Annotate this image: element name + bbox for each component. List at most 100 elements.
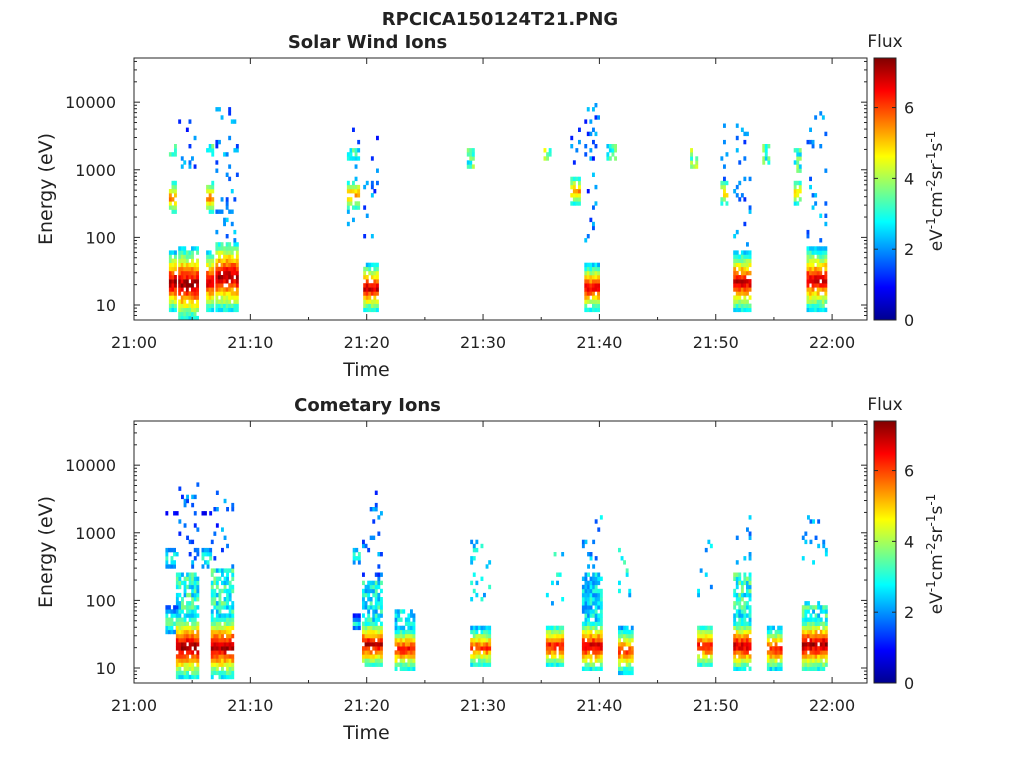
heatmap-cell xyxy=(472,588,476,594)
heatmap-cell xyxy=(806,266,810,272)
heatmap-cell xyxy=(812,621,815,626)
heatmap-cell xyxy=(743,621,747,626)
heatmap-cell xyxy=(410,629,413,635)
heatmap-cell xyxy=(589,605,593,610)
heatmap-cell xyxy=(553,638,557,643)
colorbar-tick-label: 4 xyxy=(904,532,914,551)
heatmap-cell xyxy=(819,303,823,308)
heatmap-cell xyxy=(740,299,744,304)
heatmap-cell xyxy=(373,275,377,280)
heatmap-cell xyxy=(822,625,826,631)
heatmap-cell xyxy=(191,246,194,251)
heatmap-cell xyxy=(225,246,229,251)
heatmap-cell xyxy=(380,572,383,577)
heatmap-cell xyxy=(233,266,237,272)
heatmap-cell xyxy=(817,543,821,549)
heatmap-cell xyxy=(231,568,235,573)
heatmap-cell xyxy=(369,625,373,631)
heatmap-cell xyxy=(611,152,615,157)
heatmap-cell xyxy=(165,552,169,557)
heatmap-cell xyxy=(812,666,815,671)
heatmap-cell xyxy=(735,613,739,618)
heatmap-cell xyxy=(191,266,194,272)
heatmap-cell xyxy=(746,254,749,259)
heatmap-cell xyxy=(707,658,711,663)
heatmap-cell xyxy=(809,621,813,626)
heatmap-cell xyxy=(365,180,369,186)
heatmap-cell xyxy=(191,584,195,590)
heatmap-cell xyxy=(625,666,629,671)
heatmap-cell xyxy=(620,646,624,651)
heatmap-cell xyxy=(628,629,632,635)
panel-title: Cometary Ions xyxy=(294,395,441,416)
heatmap-cell xyxy=(746,613,749,618)
heatmap-cell xyxy=(697,629,700,635)
heatmap-cell xyxy=(186,535,189,540)
heatmap-cell xyxy=(196,547,200,553)
heatmap-cell xyxy=(412,666,416,671)
heatmap-cell xyxy=(376,135,379,141)
heatmap-cell xyxy=(174,275,177,280)
heatmap-cell xyxy=(733,588,737,594)
heatmap-cell xyxy=(618,547,621,553)
heatmap-cell xyxy=(352,547,356,553)
heatmap-cell xyxy=(183,262,187,268)
heatmap-cell xyxy=(183,307,187,313)
heatmap-cell xyxy=(228,625,232,631)
heatmap-cell xyxy=(210,613,214,618)
heatmap-cell xyxy=(230,279,234,284)
heatmap-cell xyxy=(743,303,747,308)
heatmap-cell xyxy=(709,584,713,590)
heatmap-cell xyxy=(374,633,378,639)
heatmap-cell xyxy=(183,625,187,631)
heatmap-cell xyxy=(485,625,489,631)
y-axis-label: Energy (eV) xyxy=(35,133,57,245)
heatmap-cell xyxy=(620,556,624,561)
heatmap-cell xyxy=(178,646,182,651)
heatmap-cell xyxy=(589,666,593,671)
heatmap-cell xyxy=(211,254,215,259)
heatmap-cell xyxy=(556,625,559,631)
heatmap-cell xyxy=(814,633,818,639)
heatmap-cell xyxy=(223,617,227,622)
heatmap-cell xyxy=(178,580,182,586)
heatmap-cell xyxy=(480,654,484,659)
heatmap-cell xyxy=(374,642,378,647)
heatmap-cell xyxy=(584,266,588,272)
heatmap-cell xyxy=(218,576,222,581)
heatmap-cell xyxy=(738,605,742,610)
heatmap-cell xyxy=(178,303,182,308)
heatmap-cell xyxy=(168,250,172,255)
heatmap-cell xyxy=(188,291,192,296)
heatmap-cell xyxy=(376,180,379,186)
heatmap-cell xyxy=(168,193,172,198)
heatmap-cell xyxy=(196,662,200,667)
heatmap-cell xyxy=(796,193,800,198)
heatmap-cell xyxy=(363,283,367,288)
heatmap-cell xyxy=(196,246,199,251)
heatmap-cell xyxy=(208,258,212,263)
heatmap-cell xyxy=(235,291,239,296)
heatmap-cell xyxy=(168,629,171,635)
heatmap-cell xyxy=(723,164,726,169)
heatmap-cell xyxy=(233,270,237,276)
heatmap-cell xyxy=(581,654,585,659)
heatmap-cell xyxy=(183,498,187,504)
heatmap-cell xyxy=(553,654,557,659)
heatmap-cell xyxy=(221,605,224,610)
heatmap-cell xyxy=(367,588,371,594)
heatmap-cell xyxy=(206,291,209,296)
heatmap-cell xyxy=(357,148,361,153)
heatmap-cell xyxy=(738,279,742,284)
heatmap-cell xyxy=(186,576,189,581)
heatmap-cell xyxy=(208,197,212,202)
heatmap-cell xyxy=(220,115,224,120)
heatmap-cell xyxy=(211,303,215,308)
heatmap-cell xyxy=(404,650,408,655)
heatmap-cell xyxy=(801,613,805,618)
heatmap-cell xyxy=(824,254,828,259)
heatmap-cell xyxy=(589,646,593,651)
heatmap-cell xyxy=(231,617,235,622)
heatmap-cell xyxy=(743,617,747,622)
heatmap-cell xyxy=(594,266,598,272)
